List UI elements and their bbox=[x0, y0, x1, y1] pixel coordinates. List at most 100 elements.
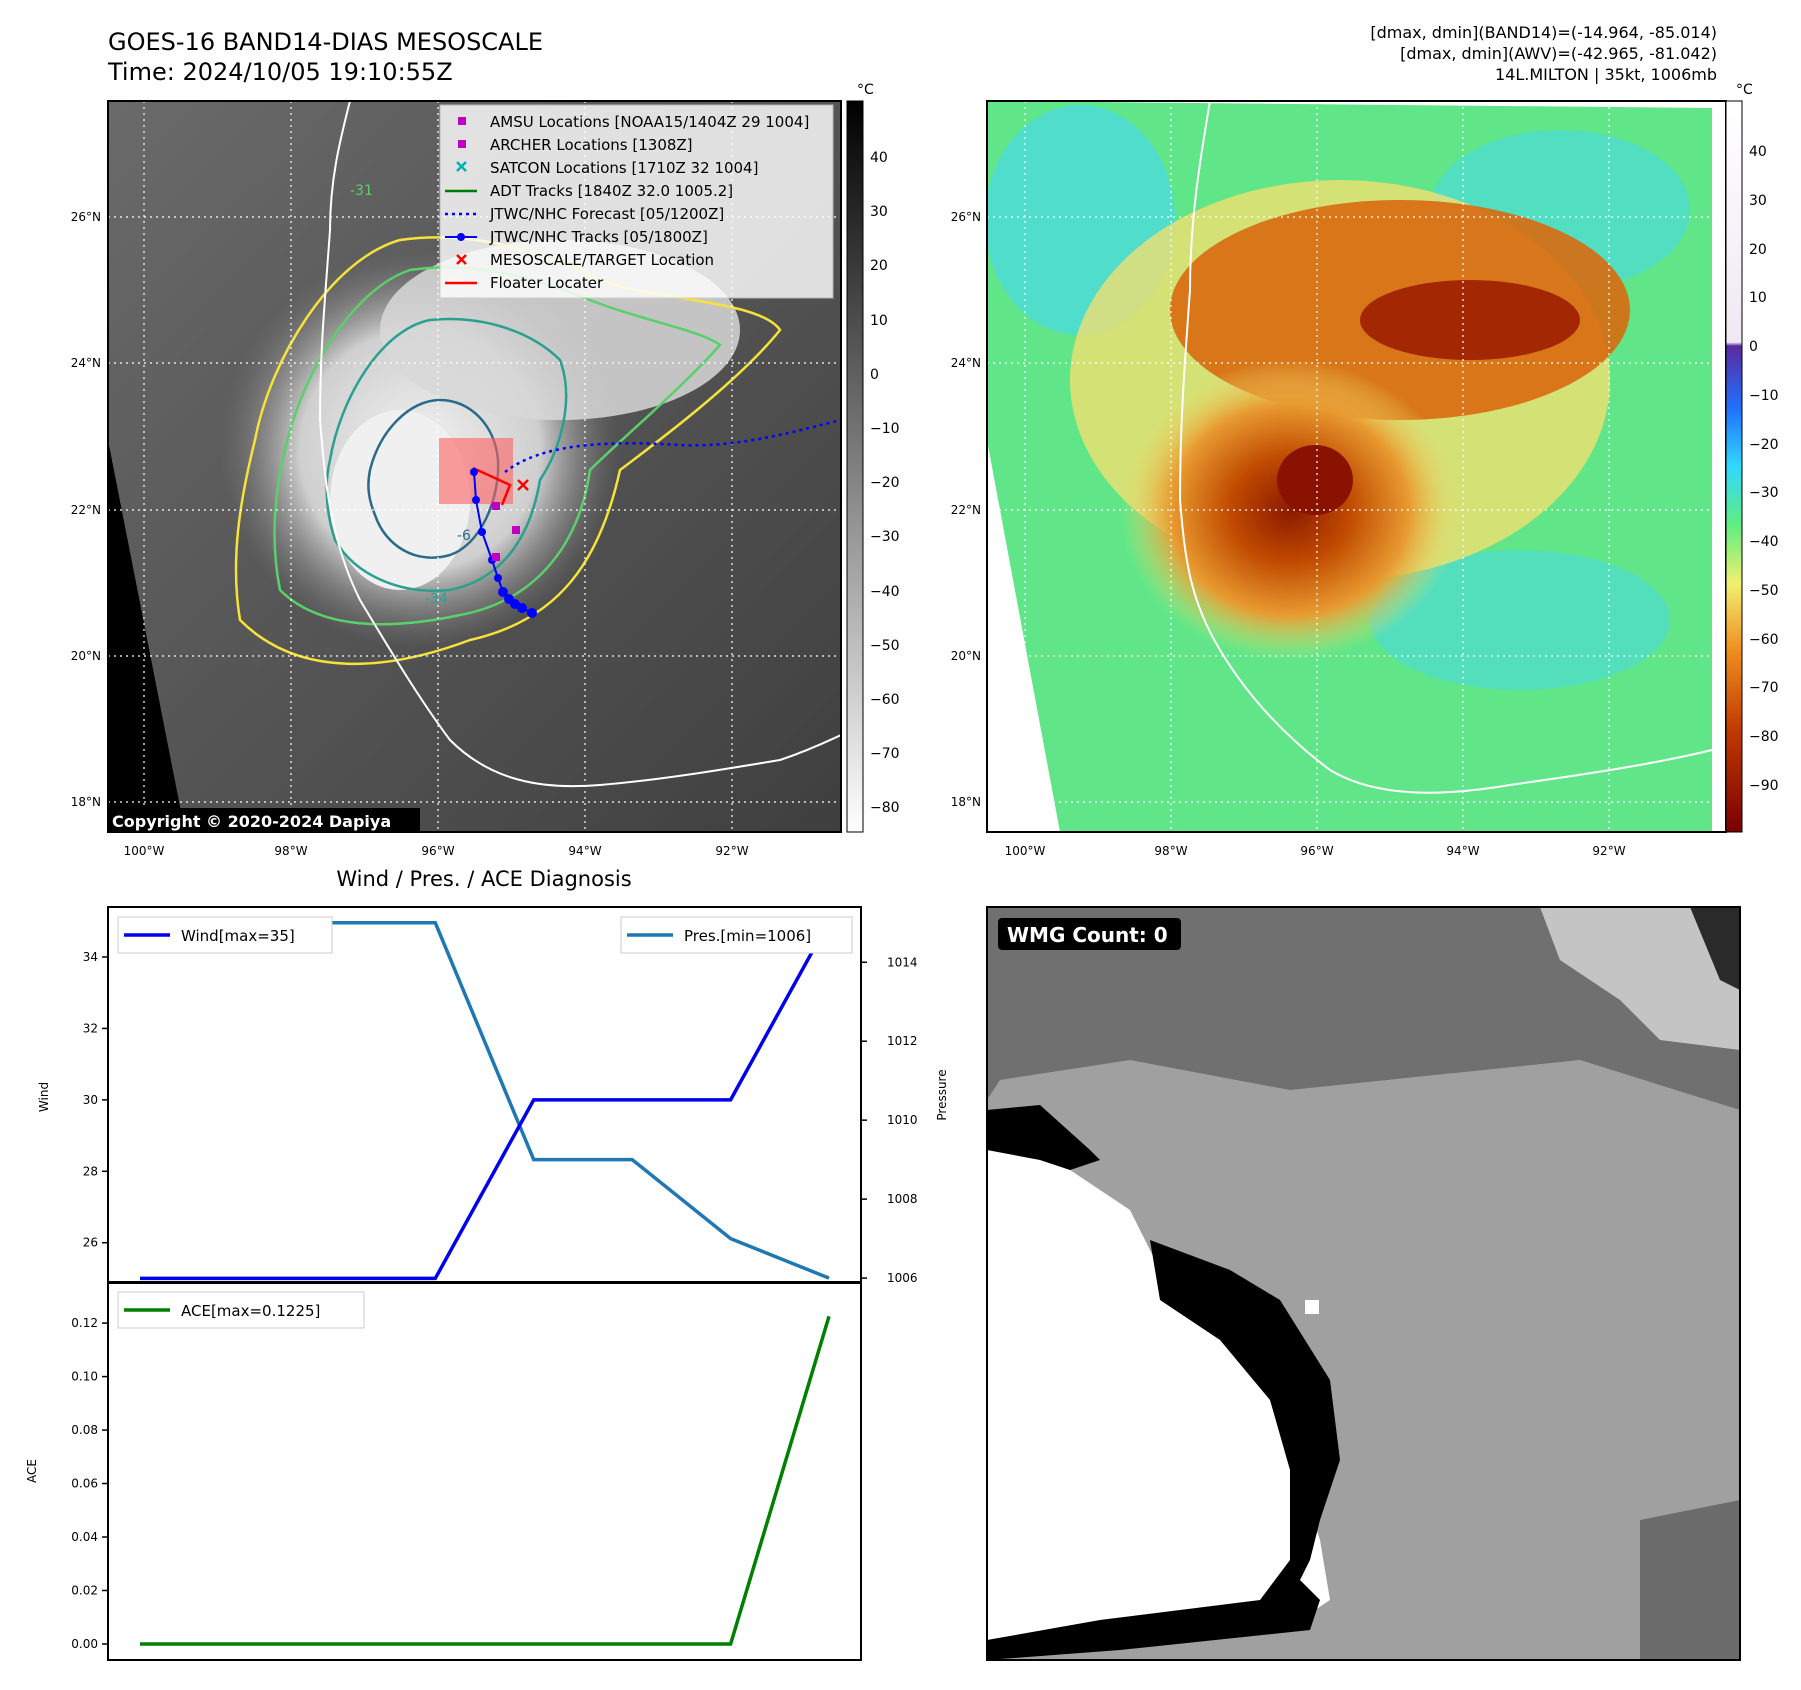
legend-label-amsu: AMSU Locations [NOAA15/1404Z 29 1004] bbox=[490, 113, 809, 131]
awv-cbar-tick: −70 bbox=[1749, 680, 1779, 696]
awv-lat-tick: 18°N bbox=[951, 795, 981, 809]
wind-legend-label: Wind[max=35] bbox=[181, 927, 295, 945]
pressure-tick: 1008 bbox=[887, 1192, 918, 1206]
awv-storm-core bbox=[1120, 360, 1460, 660]
awv-lat-tick: 20°N bbox=[951, 649, 981, 663]
ir-no-data-wedge bbox=[108, 440, 185, 832]
ir-lat-tick: 22°N bbox=[71, 503, 101, 517]
ir-lat-tick: 20°N bbox=[71, 649, 101, 663]
ir-lon-tick: 92°W bbox=[715, 844, 748, 858]
wind-tick: 28 bbox=[83, 1164, 98, 1178]
ir-cbar-tick: −80 bbox=[870, 800, 900, 816]
floater-locater-line bbox=[472, 466, 512, 506]
ir-lat-tick: 26°N bbox=[71, 210, 101, 224]
wmg-panel bbox=[987, 907, 1740, 1660]
diagnosis-title: Wind / Pres. / ACE Diagnosis bbox=[336, 867, 631, 891]
ir-contour-label-1: -31 bbox=[350, 183, 373, 199]
wind-ylabel: Wind bbox=[37, 1082, 51, 1112]
ace-tick: 0.06 bbox=[71, 1477, 98, 1491]
awv-cbar-tick: 30 bbox=[1749, 193, 1767, 209]
legend-label-adt: ADT Tracks [1840Z 32.0 1005.2] bbox=[490, 182, 733, 200]
ace-ylabel: ACE bbox=[25, 1459, 39, 1483]
ir-contour-yellow bbox=[234, 236, 782, 666]
legend-label-target: MESOSCALE/TARGET Location bbox=[490, 251, 714, 269]
ir-contour-teal bbox=[325, 317, 568, 592]
ace-tick: 0.08 bbox=[71, 1423, 98, 1437]
ir-colorbar-unit: °C bbox=[857, 82, 874, 98]
ace-tick: 0.04 bbox=[71, 1530, 98, 1544]
ir-cbar-tick: −10 bbox=[870, 421, 900, 437]
copyright-text: Copyright © 2020-2024 Dapiya bbox=[112, 812, 391, 831]
awv-lat-tick: 26°N bbox=[951, 210, 981, 224]
legend-marker-target bbox=[456, 254, 467, 265]
awv-cbar-tick: −20 bbox=[1749, 437, 1779, 453]
wmg-black-top-left bbox=[987, 1105, 1100, 1170]
ir-contour-green bbox=[273, 266, 722, 626]
ir-map-frame bbox=[107, 100, 842, 833]
awv-cbar-tick: −60 bbox=[1749, 632, 1779, 648]
ace-tick: 0.00 bbox=[71, 1637, 98, 1651]
ir-cbar-tick: −30 bbox=[870, 529, 900, 545]
legend-marker-satcon bbox=[456, 161, 467, 172]
awv-cbar-tick: −50 bbox=[1749, 583, 1779, 599]
awv-lon-tick: 92°W bbox=[1592, 844, 1625, 858]
wmg-bright-corner bbox=[1540, 907, 1740, 1050]
legend-marker-tracks-dot bbox=[457, 233, 465, 241]
awv-cbar-tick: 20 bbox=[1749, 242, 1767, 258]
ir-contour-label-2: -6 bbox=[457, 528, 471, 544]
ir-cbar-tick: −70 bbox=[870, 746, 900, 762]
ir-coastline bbox=[318, 101, 841, 788]
awv-cbar-tick: −10 bbox=[1749, 388, 1779, 404]
ir-lon-tick: 100°W bbox=[124, 844, 165, 858]
wind-legend: Wind[max=35] bbox=[117, 916, 333, 954]
awv-gridlines bbox=[987, 101, 1726, 832]
pressure-tick: 1014 bbox=[887, 955, 918, 969]
awv-cbar-tick: −30 bbox=[1749, 485, 1779, 501]
ir-legend: AMSU Locations [NOAA15/1404Z 29 1004] AR… bbox=[439, 104, 834, 299]
wind-ticks-left: 26 28 30 32 34 bbox=[83, 950, 108, 1250]
info-line2: [dmax, dmin](AWV)=(-42.965, -81.042) bbox=[1400, 44, 1717, 63]
wmg-frame bbox=[986, 906, 1741, 1661]
ir-cbar-tick: −40 bbox=[870, 584, 900, 600]
legend-label-archer: ARCHER Locations [1308Z] bbox=[490, 136, 693, 154]
legend-label-forecast: JTWC/NHC Forecast [05/1200Z] bbox=[489, 205, 724, 223]
ir-lat-ticks: 26°N 24°N 22°N 20°N 18°N bbox=[71, 210, 101, 809]
legend-marker-amsu bbox=[458, 117, 466, 125]
awv-cyan-patch-3 bbox=[1370, 550, 1670, 690]
awv-cbar-tick: 10 bbox=[1749, 290, 1767, 306]
copyright-badge bbox=[108, 808, 420, 832]
ir-colorbar bbox=[846, 100, 864, 833]
wind-series-line bbox=[140, 920, 831, 1281]
ir-lon-tick: 94°W bbox=[568, 844, 601, 858]
wind-tick: 30 bbox=[83, 1093, 98, 1107]
awv-lat-tick: 22°N bbox=[951, 503, 981, 517]
jtwc-track-points bbox=[470, 468, 537, 618]
info-line1: [dmax, dmin](BAND14)=(-14.964, -85.014) bbox=[1370, 23, 1717, 42]
awv-colorbar bbox=[1725, 100, 1743, 833]
awv-lon-tick: 98°W bbox=[1154, 844, 1187, 858]
awv-cbar-tick: −40 bbox=[1749, 534, 1779, 550]
pressure-legend-label: Pres.[min=1006] bbox=[684, 927, 811, 945]
awv-colorbar-unit: °C bbox=[1736, 82, 1753, 98]
pressure-ticks-right: 1006 1008 1010 1012 1014 bbox=[861, 955, 918, 1285]
awv-cbar-tick: −80 bbox=[1749, 729, 1779, 745]
awv-lon-ticks: 100°W 98°W 96°W 94°W 92°W bbox=[1005, 844, 1626, 858]
info-line3: 14L.MILTON | 35kt, 1006mb bbox=[1495, 65, 1717, 84]
pressure-tick: 1012 bbox=[887, 1034, 918, 1048]
awv-dark-core bbox=[1277, 445, 1353, 515]
legend-marker-archer bbox=[458, 140, 466, 148]
ir-lon-ticks: 100°W 98°W 96°W 94°W 92°W bbox=[124, 844, 749, 858]
awv-lon-tick: 96°W bbox=[1300, 844, 1333, 858]
awv-cbar-tick: 40 bbox=[1749, 144, 1767, 160]
awv-lon-tick: 94°W bbox=[1446, 844, 1479, 858]
figure-title-line1: GOES-16 BAND14-DIAS MESOSCALE bbox=[108, 28, 543, 56]
wmg-dark-region-right bbox=[1640, 1500, 1740, 1660]
ace-legend: ACE[max=0.1225] bbox=[117, 1291, 365, 1329]
wmg-badge-text: WMG Count: 0 bbox=[1007, 923, 1168, 947]
wind-tick: 32 bbox=[83, 1021, 98, 1035]
ir-lon-tick: 96°W bbox=[421, 844, 454, 858]
ace-tick: 0.12 bbox=[71, 1316, 98, 1330]
ir-contour-label-3: -34 bbox=[425, 591, 448, 607]
pressure-tick: 1006 bbox=[887, 1271, 918, 1285]
awv-coastline bbox=[1178, 101, 1713, 794]
